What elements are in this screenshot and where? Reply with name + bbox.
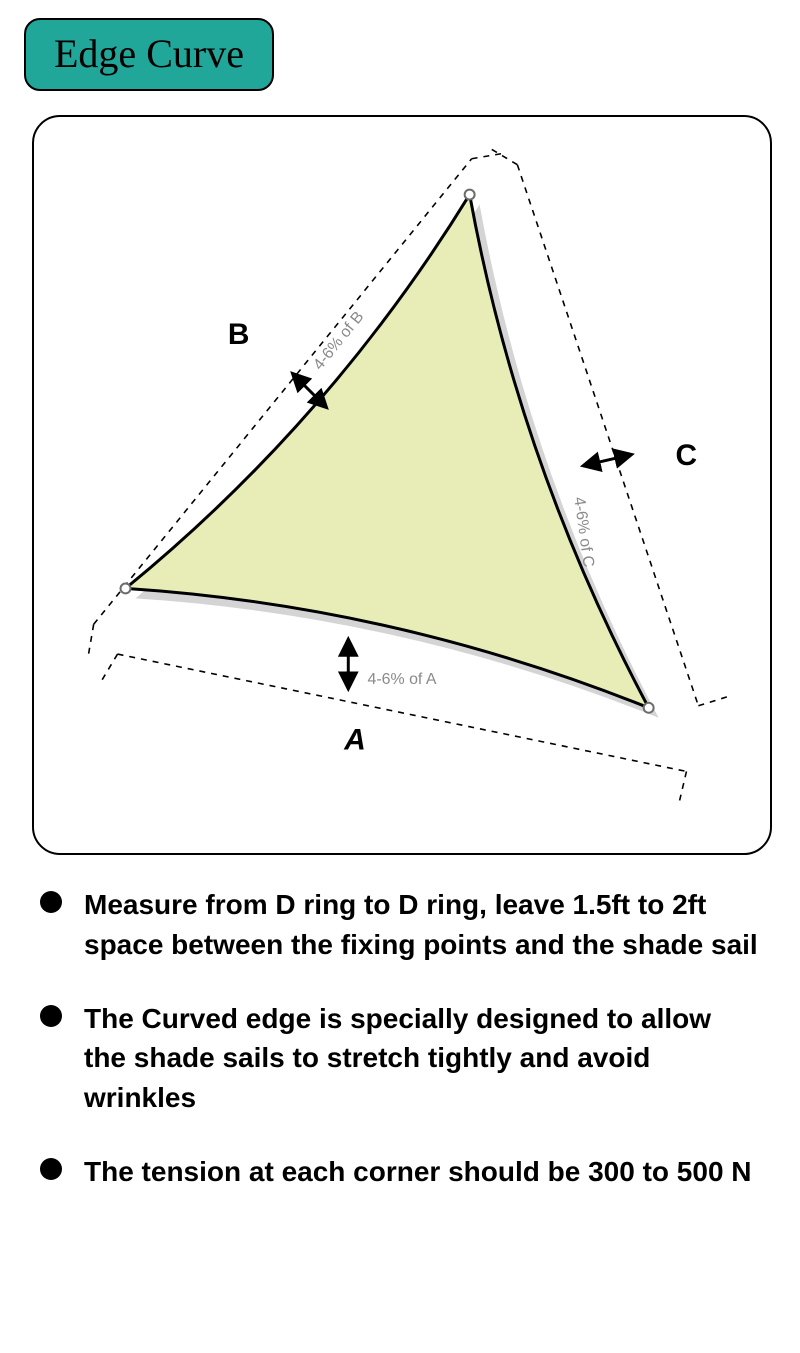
label-B: B — [228, 318, 250, 351]
bullet-item: The Curved edge is specially designed to… — [40, 999, 760, 1118]
bullet-text: Measure from D ring to D ring, leave 1.5… — [84, 885, 760, 965]
diagram-box: B C A 4-6% of B 4-6% of C 4-6% of A — [32, 115, 772, 855]
guide-B-tick2 — [472, 153, 507, 159]
guide-A-tick1 — [100, 654, 118, 684]
guide-A-tick2 — [678, 771, 686, 805]
header-badge: Edge Curve — [24, 18, 274, 91]
ring-right — [644, 703, 654, 713]
guide-C-tick2 — [698, 696, 730, 706]
arrow-C — [586, 455, 629, 465]
bullet-dot-icon — [40, 1005, 62, 1027]
bullet-text: The tension at each corner should be 300… — [84, 1152, 760, 1192]
bullet-dot-icon — [40, 891, 62, 913]
pct-A: 4-6% of A — [368, 671, 437, 688]
arrow-B — [295, 376, 325, 406]
bullet-item: The tension at each corner should be 300… — [40, 1152, 760, 1192]
bullet-item: Measure from D ring to D ring, leave 1.5… — [40, 885, 760, 965]
guide-B-tick1 — [88, 624, 94, 659]
label-A: A — [343, 724, 366, 757]
bullet-text: The Curved edge is specially designed to… — [84, 999, 760, 1118]
bullet-dot-icon — [40, 1158, 62, 1180]
ring-left — [121, 583, 131, 593]
diagram-svg: B C A 4-6% of B 4-6% of C 4-6% of A — [34, 117, 770, 853]
header-title: Edge Curve — [54, 31, 244, 76]
guide-C-tick1 — [488, 147, 518, 165]
bullet-list: Measure from D ring to D ring, leave 1.5… — [40, 885, 760, 1192]
label-C: C — [676, 439, 698, 472]
ring-top — [465, 190, 475, 200]
